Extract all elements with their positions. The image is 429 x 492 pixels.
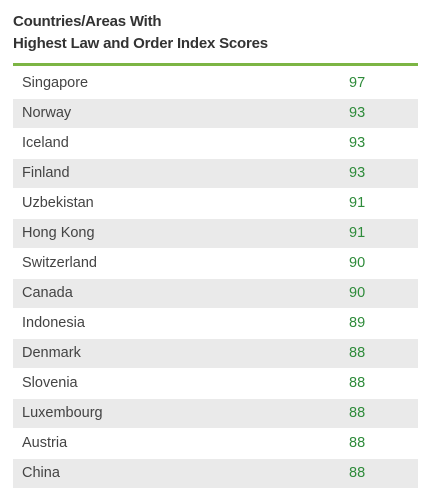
country-name: Slovenia [22, 375, 78, 391]
table-row: Finland 93 [13, 159, 418, 189]
country-name: Denmark [22, 345, 81, 361]
chart-title-line-2: Highest Law and Order Index Scores [13, 35, 268, 52]
score-value: 93 [349, 165, 366, 181]
table-row: Switzerland 90 [13, 249, 418, 279]
table-row: China 88 [13, 459, 418, 489]
score-value: 89 [349, 315, 366, 331]
table-row: Norway 93 [13, 99, 418, 129]
table-row: Uzbekistan 91 [13, 189, 418, 219]
scores-table: Singapore 97 Norway 93 Iceland 93 Finland 93 Uzb… [13, 69, 418, 489]
country-name: Finland [22, 165, 70, 181]
header-rule [13, 63, 418, 66]
country-name: Singapore [22, 75, 89, 91]
score-value: 88 [349, 465, 366, 481]
country-name: Norway [22, 105, 72, 121]
country-name: Canada [22, 285, 73, 301]
chart-title-line-1: Countries/Areas With [13, 13, 162, 30]
score-value: 88 [349, 375, 366, 391]
score-value: 88 [349, 435, 366, 451]
table-row: Slovenia 88 [13, 369, 418, 399]
table-row: Denmark 88 [13, 339, 418, 369]
score-value: 97 [349, 75, 366, 91]
score-value: 93 [349, 135, 366, 151]
score-value: 91 [349, 195, 366, 211]
table-row: Luxembourg 88 [13, 399, 418, 429]
table-row: Austria 88 [13, 429, 418, 459]
chart-title: Countries/Areas With Highest Law and Ord… [13, 11, 413, 55]
country-name: Austria [22, 435, 68, 451]
score-value: 88 [349, 345, 366, 361]
score-value: 91 [349, 225, 366, 241]
score-value: 90 [349, 255, 366, 271]
country-name: Indonesia [22, 315, 85, 331]
table-row: Singapore 97 [13, 69, 418, 99]
score-value: 93 [349, 105, 366, 121]
country-name: China [22, 465, 60, 481]
table-row: Indonesia 89 [13, 309, 418, 339]
score-value: 88 [349, 405, 366, 421]
score-value: 90 [349, 285, 366, 301]
country-name: Luxembourg [22, 405, 103, 421]
country-name: Uzbekistan [22, 195, 94, 211]
table-row: Hong Kong 91 [13, 219, 418, 249]
country-name: Hong Kong [22, 225, 95, 241]
table-row: Iceland 93 [13, 129, 418, 159]
table-row: Canada 90 [13, 279, 418, 309]
country-name: Switzerland [22, 255, 97, 271]
country-name: Iceland [22, 135, 69, 151]
